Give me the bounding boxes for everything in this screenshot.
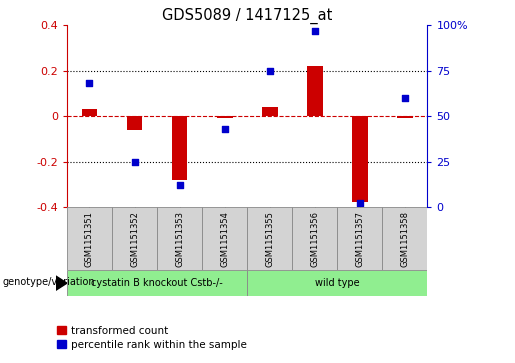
Text: GSM1151351: GSM1151351 [85,211,94,266]
FancyBboxPatch shape [157,207,202,270]
Bar [81,109,97,116]
Bar [171,116,187,180]
Polygon shape [56,276,67,290]
FancyBboxPatch shape [112,207,157,270]
Point [130,159,139,164]
FancyBboxPatch shape [247,207,293,270]
Text: GSM1151353: GSM1151353 [175,211,184,267]
Text: GSM1151352: GSM1151352 [130,211,139,266]
Text: GSM1151355: GSM1151355 [265,211,274,266]
Bar [307,66,323,116]
Point [401,95,409,101]
FancyBboxPatch shape [337,207,382,270]
Bar [397,116,413,118]
Point [311,28,319,34]
FancyBboxPatch shape [382,207,427,270]
Point [220,126,229,132]
Point [176,182,184,188]
Bar [127,116,143,130]
Text: GSM1151354: GSM1151354 [220,211,229,266]
Point [85,81,94,86]
FancyBboxPatch shape [293,207,337,270]
FancyBboxPatch shape [67,270,247,296]
Text: GSM1151356: GSM1151356 [311,211,319,267]
Text: wild type: wild type [315,278,359,288]
Point [266,68,274,74]
Text: GSM1151357: GSM1151357 [355,211,364,267]
Title: GDS5089 / 1417125_at: GDS5089 / 1417125_at [162,8,332,24]
FancyBboxPatch shape [247,270,427,296]
Bar [352,116,368,202]
Text: cystatin B knockout Cstb-/-: cystatin B knockout Cstb-/- [91,278,223,288]
Bar [217,116,233,118]
Text: GSM1151358: GSM1151358 [401,211,409,267]
FancyBboxPatch shape [202,207,247,270]
Legend: transformed count, percentile rank within the sample: transformed count, percentile rank withi… [57,326,247,350]
Bar [262,107,278,116]
Point [356,200,364,206]
Text: genotype/variation: genotype/variation [3,277,95,287]
FancyBboxPatch shape [67,207,112,270]
